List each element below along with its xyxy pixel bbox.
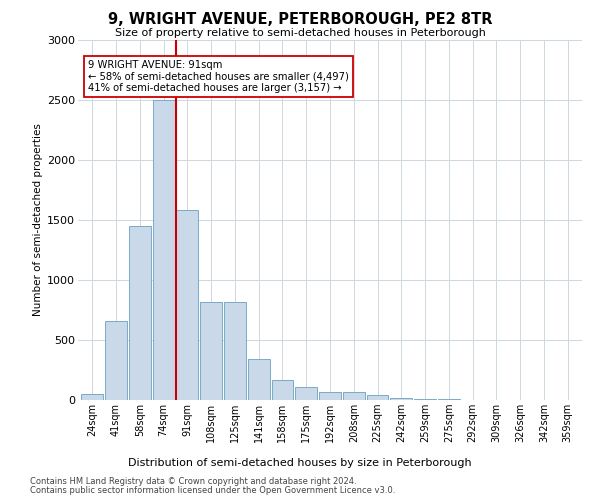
Bar	[391, 398, 412, 400]
Bar	[319, 392, 341, 400]
Y-axis label: Number of semi-detached properties: Number of semi-detached properties	[33, 124, 43, 316]
Text: Size of property relative to semi-detached houses in Peterborough: Size of property relative to semi-detach…	[115, 28, 485, 38]
Bar	[367, 395, 388, 400]
Bar	[200, 302, 222, 400]
Bar	[82, 394, 103, 400]
Bar	[129, 226, 151, 400]
Text: 9, WRIGHT AVENUE, PETERBOROUGH, PE2 8TR: 9, WRIGHT AVENUE, PETERBOROUGH, PE2 8TR	[108, 12, 492, 28]
Bar	[414, 399, 436, 400]
Text: Contains public sector information licensed under the Open Government Licence v3: Contains public sector information licen…	[30, 486, 395, 495]
Text: Distribution of semi-detached houses by size in Peterborough: Distribution of semi-detached houses by …	[128, 458, 472, 468]
Bar	[343, 392, 365, 400]
Bar	[248, 359, 269, 400]
Bar	[152, 100, 175, 400]
Bar	[224, 302, 246, 400]
Text: 9 WRIGHT AVENUE: 91sqm
← 58% of semi-detached houses are smaller (4,497)
41% of : 9 WRIGHT AVENUE: 91sqm ← 58% of semi-det…	[88, 60, 349, 93]
Text: Contains HM Land Registry data © Crown copyright and database right 2024.: Contains HM Land Registry data © Crown c…	[30, 477, 356, 486]
Bar	[176, 210, 198, 400]
Bar	[272, 380, 293, 400]
Bar	[105, 321, 127, 400]
Bar	[295, 387, 317, 400]
